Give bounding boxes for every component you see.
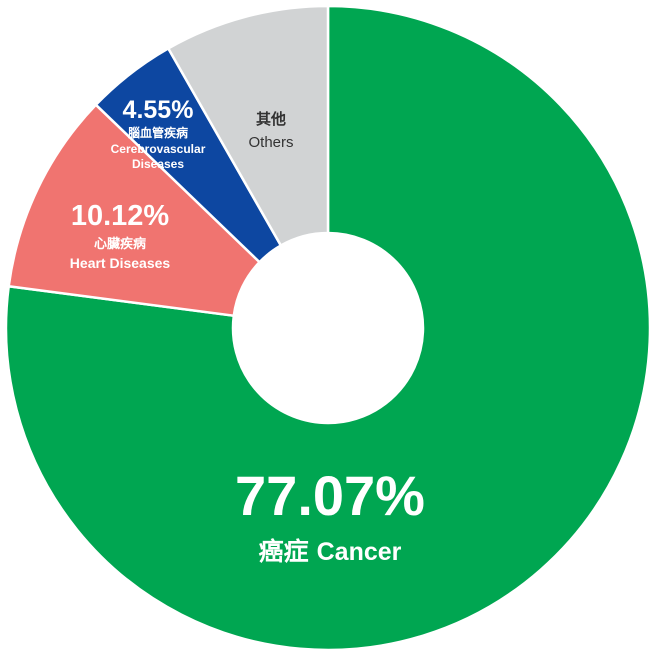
cerebro-label-en-line1: Cerebrovascular (111, 142, 206, 156)
cerebro-value-label: 4.55% (123, 96, 194, 124)
slice-cancer (4, 4, 652, 652)
cerebro-label-zh: 腦血管疾病 (128, 125, 188, 140)
cancer-label-zh: 癌症 (259, 537, 309, 566)
cerebro-label-en-line2: Diseases (132, 157, 184, 171)
cancer-label-en: Cancer (317, 538, 402, 566)
others-label-zh: 其他 (256, 110, 286, 128)
heart-value-label: 10.12% (71, 200, 170, 232)
cancer-value-label: 77.07% (235, 464, 425, 527)
others-label-en: Others (248, 134, 293, 151)
slice-others (166, 4, 330, 248)
cancer-name-label: 癌症 Cancer (259, 537, 402, 566)
slice-heart (7, 103, 262, 318)
heart-label-en: Heart Diseases (70, 255, 171, 271)
heart-label-zh: 心臟疾病 (94, 236, 146, 251)
slices-layer (4, 4, 652, 652)
